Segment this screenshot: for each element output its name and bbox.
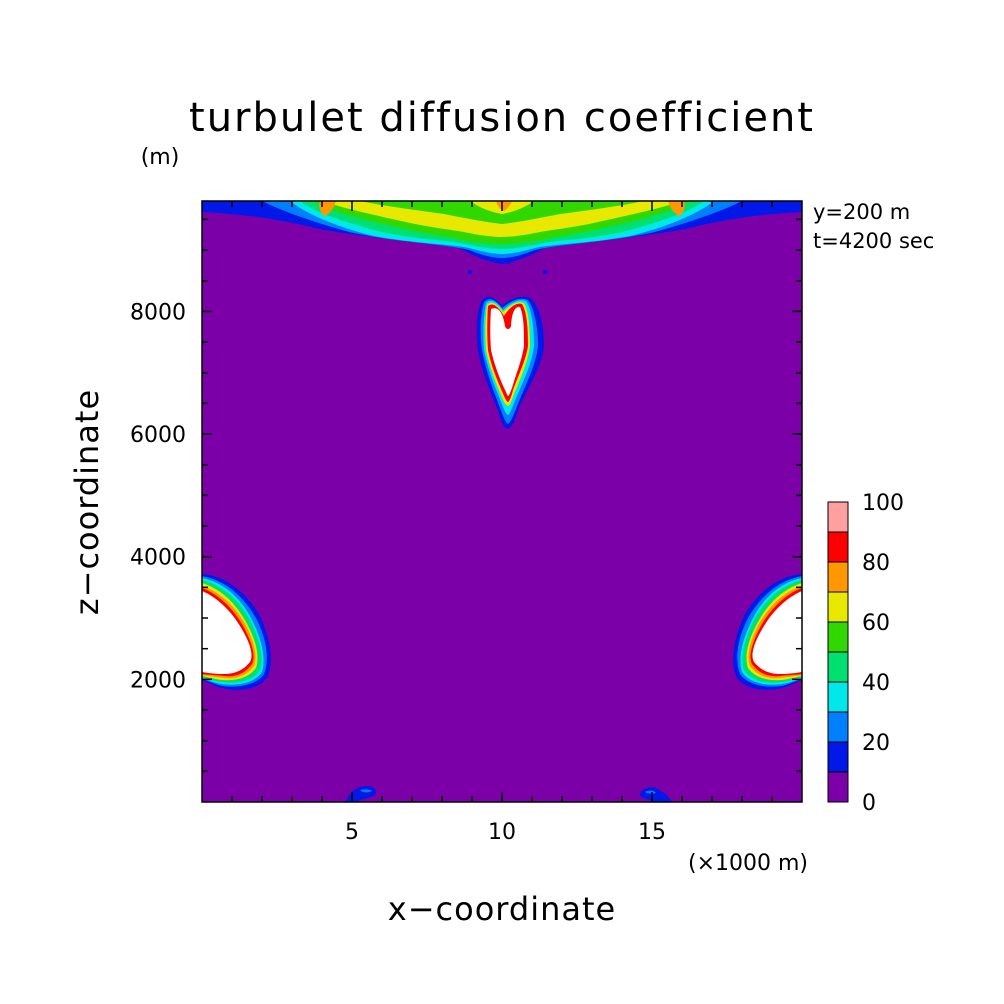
right-cell-core: [752, 591, 802, 674]
colorbar-swatch: [827, 681, 849, 713]
y-axis-label: z−coordinate: [68, 389, 106, 615]
x-unit-label: (×1000 m): [688, 851, 808, 876]
left-lower-cell: [202, 574, 271, 690]
colorbar-label: 0: [862, 791, 876, 816]
colorbar-label: 100: [862, 491, 904, 516]
colorbar-swatch: [827, 591, 849, 623]
top-speck-4: [310, 223, 314, 227]
colorbar-label: 80: [862, 551, 890, 576]
surface-patches: [346, 786, 672, 802]
plot-area: [202, 201, 802, 802]
colorbar-label: 40: [862, 671, 890, 696]
colorbar-swatch: [827, 501, 849, 533]
chart-title: turbulet diffusion coefficient: [189, 95, 815, 141]
colorbar-label: 60: [862, 611, 890, 636]
top-speck-1: [468, 270, 472, 274]
colorbar-swatch: [827, 771, 849, 803]
colorbar-swatch: [827, 711, 849, 743]
colorbar-swatch: [827, 531, 849, 563]
plume-core: [490, 306, 524, 396]
colorbar-label: 20: [862, 731, 890, 756]
y-tick-label: 4000: [130, 546, 186, 571]
left-cell-core: [202, 591, 252, 674]
colorbar-swatch: [827, 741, 849, 773]
y-unit-label: (m): [141, 145, 180, 170]
annotation-y-slice: y=200 m: [813, 200, 910, 224]
top-speck-2: [506, 260, 510, 264]
top-layer-orange-left: [319, 201, 336, 216]
colorbar: 0 20 40 60 80 100: [827, 491, 904, 816]
y-tick-label: 2000: [130, 668, 186, 693]
top-layer-orange-center: [496, 201, 512, 211]
right-lower-cell: [733, 574, 802, 690]
x-tick-label: 15: [638, 820, 666, 845]
x-axis-label: x−coordinate: [388, 890, 616, 928]
top-speck-3: [543, 270, 547, 274]
surface-patch-right-inner: [645, 790, 656, 794]
top-speck-5: [688, 223, 692, 227]
colorbar-swatch: [827, 621, 849, 653]
top-layer-orange-right: [668, 201, 685, 216]
upper-central-plume: [476, 296, 544, 429]
top-boundary-layer: [202, 201, 802, 274]
colorbar-swatch: [827, 561, 849, 593]
x-tick-label: 10: [488, 820, 516, 845]
plot-background: [202, 201, 802, 802]
x-tick-label: 5: [345, 820, 359, 845]
annotation-time: t=4200 sec: [813, 229, 934, 253]
y-tick-label: 6000: [130, 423, 186, 448]
surface-patch-left-inner: [360, 789, 372, 793]
colorbar-swatch: [827, 651, 849, 683]
axes: 5 10 15 2000 4000 6000 8000: [130, 201, 802, 845]
y-tick-label: 8000: [130, 300, 186, 325]
annotation-group: y=200 m t=4200 sec: [813, 200, 934, 253]
